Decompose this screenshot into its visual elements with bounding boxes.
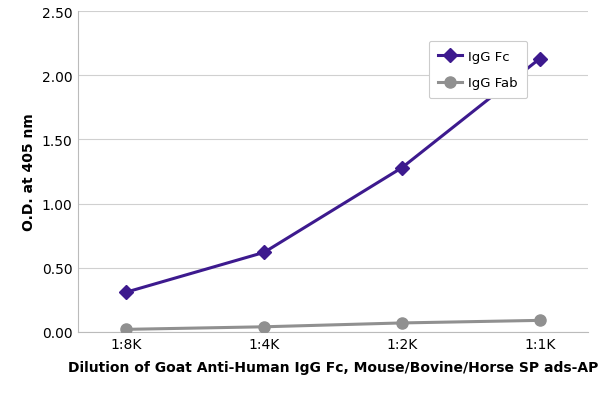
X-axis label: Dilution of Goat Anti-Human IgG Fc, Mouse/Bovine/Horse SP ads-AP: Dilution of Goat Anti-Human IgG Fc, Mous… <box>68 360 598 374</box>
Legend: IgG Fc, IgG Fab: IgG Fc, IgG Fab <box>429 42 527 99</box>
IgG Fab <box>398 321 406 326</box>
Line: IgG Fab: IgG Fab <box>121 315 545 335</box>
IgG Fc <box>122 290 130 295</box>
Line: IgG Fc: IgG Fc <box>121 55 545 297</box>
IgG Fc <box>536 57 544 62</box>
Y-axis label: O.D. at 405 nm: O.D. at 405 nm <box>22 113 36 231</box>
IgG Fc <box>260 250 268 255</box>
IgG Fab <box>260 324 268 329</box>
IgG Fab <box>122 327 130 332</box>
IgG Fc <box>398 166 406 171</box>
IgG Fab <box>536 318 544 323</box>
